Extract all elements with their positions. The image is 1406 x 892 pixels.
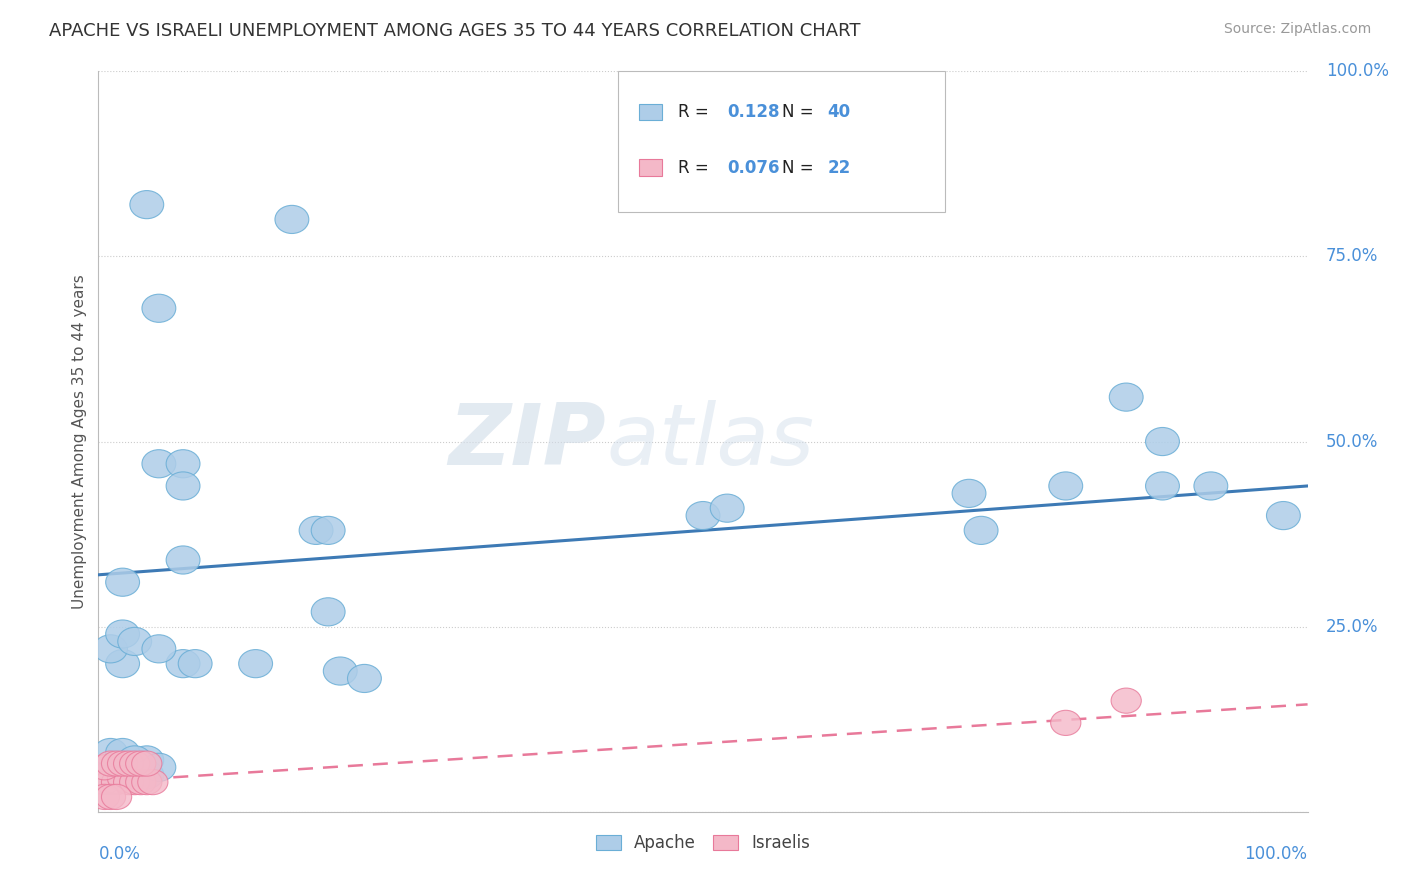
Ellipse shape xyxy=(276,205,309,234)
Ellipse shape xyxy=(107,766,138,791)
Ellipse shape xyxy=(129,191,163,219)
Text: R =: R = xyxy=(678,103,714,121)
Ellipse shape xyxy=(118,753,152,781)
Text: R =: R = xyxy=(678,159,714,177)
Ellipse shape xyxy=(118,746,152,774)
Ellipse shape xyxy=(347,665,381,692)
Ellipse shape xyxy=(1050,710,1081,736)
Ellipse shape xyxy=(129,746,163,774)
Ellipse shape xyxy=(101,751,132,776)
Ellipse shape xyxy=(311,516,344,544)
Ellipse shape xyxy=(94,761,128,789)
Ellipse shape xyxy=(105,620,139,648)
Ellipse shape xyxy=(323,657,357,685)
Ellipse shape xyxy=(299,516,333,544)
Text: 75.0%: 75.0% xyxy=(1326,247,1378,266)
Text: 0.0%: 0.0% xyxy=(98,845,141,863)
Text: 100.0%: 100.0% xyxy=(1326,62,1389,80)
Ellipse shape xyxy=(105,568,139,596)
Ellipse shape xyxy=(118,627,152,656)
Ellipse shape xyxy=(138,770,167,795)
Text: 0.076: 0.076 xyxy=(727,159,780,177)
Ellipse shape xyxy=(1111,688,1142,714)
Ellipse shape xyxy=(1146,427,1180,456)
Y-axis label: Unemployment Among Ages 35 to 44 years: Unemployment Among Ages 35 to 44 years xyxy=(72,274,87,609)
Ellipse shape xyxy=(710,494,744,522)
Ellipse shape xyxy=(952,479,986,508)
Ellipse shape xyxy=(125,770,156,795)
Text: atlas: atlas xyxy=(606,400,814,483)
Ellipse shape xyxy=(120,751,150,776)
Text: N =: N = xyxy=(782,159,818,177)
Ellipse shape xyxy=(166,472,200,500)
Ellipse shape xyxy=(114,751,143,776)
Legend: Apache, Israelis: Apache, Israelis xyxy=(589,828,817,859)
Ellipse shape xyxy=(94,635,128,663)
FancyBboxPatch shape xyxy=(638,160,662,176)
Ellipse shape xyxy=(96,784,125,810)
Text: 25.0%: 25.0% xyxy=(1326,617,1378,636)
Ellipse shape xyxy=(132,751,162,776)
Ellipse shape xyxy=(166,450,200,478)
Text: 0.128: 0.128 xyxy=(727,103,780,121)
Ellipse shape xyxy=(1194,472,1227,500)
Ellipse shape xyxy=(1267,501,1301,530)
Ellipse shape xyxy=(686,501,720,530)
Ellipse shape xyxy=(166,649,200,678)
Ellipse shape xyxy=(114,770,143,795)
Ellipse shape xyxy=(96,770,125,795)
Ellipse shape xyxy=(1049,472,1083,500)
Ellipse shape xyxy=(1109,383,1143,411)
Text: 40: 40 xyxy=(828,103,851,121)
FancyBboxPatch shape xyxy=(638,104,662,120)
Ellipse shape xyxy=(94,739,128,766)
Ellipse shape xyxy=(105,761,139,789)
Ellipse shape xyxy=(179,649,212,678)
Ellipse shape xyxy=(90,755,120,780)
Ellipse shape xyxy=(129,761,163,789)
Text: 50.0%: 50.0% xyxy=(1326,433,1378,450)
Ellipse shape xyxy=(132,770,162,795)
Ellipse shape xyxy=(120,770,150,795)
Ellipse shape xyxy=(142,294,176,322)
Ellipse shape xyxy=(107,751,138,776)
Ellipse shape xyxy=(125,751,156,776)
Ellipse shape xyxy=(90,770,120,795)
Ellipse shape xyxy=(142,753,176,781)
FancyBboxPatch shape xyxy=(619,71,945,212)
Ellipse shape xyxy=(101,770,132,795)
Ellipse shape xyxy=(96,751,125,776)
Text: APACHE VS ISRAELI UNEMPLOYMENT AMONG AGES 35 TO 44 YEARS CORRELATION CHART: APACHE VS ISRAELI UNEMPLOYMENT AMONG AGE… xyxy=(49,22,860,40)
Text: Source: ZipAtlas.com: Source: ZipAtlas.com xyxy=(1223,22,1371,37)
Ellipse shape xyxy=(142,450,176,478)
Ellipse shape xyxy=(239,649,273,678)
Text: 22: 22 xyxy=(828,159,851,177)
Ellipse shape xyxy=(90,784,120,810)
Ellipse shape xyxy=(965,516,998,544)
Ellipse shape xyxy=(311,598,344,626)
Ellipse shape xyxy=(142,635,176,663)
Ellipse shape xyxy=(101,784,132,810)
Ellipse shape xyxy=(105,739,139,766)
Text: 100.0%: 100.0% xyxy=(1244,845,1308,863)
Ellipse shape xyxy=(166,546,200,574)
Ellipse shape xyxy=(105,649,139,678)
Ellipse shape xyxy=(1146,472,1180,500)
Text: N =: N = xyxy=(782,103,818,121)
Text: ZIP: ZIP xyxy=(449,400,606,483)
